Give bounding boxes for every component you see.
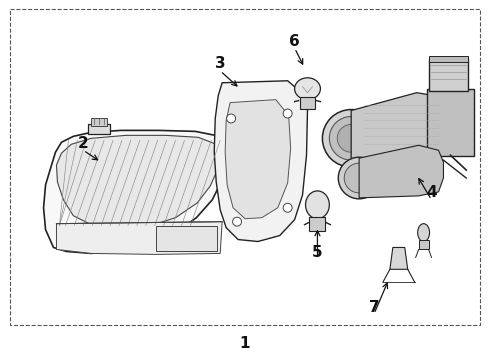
Circle shape xyxy=(227,114,236,123)
Text: 7: 7 xyxy=(368,300,379,315)
Circle shape xyxy=(283,203,292,212)
Text: 4: 4 xyxy=(426,185,437,201)
Bar xyxy=(156,226,217,251)
Bar xyxy=(310,217,325,231)
Polygon shape xyxy=(56,135,220,228)
Text: 5: 5 xyxy=(312,245,323,260)
Text: 1: 1 xyxy=(240,336,250,351)
Text: 2: 2 xyxy=(78,136,89,151)
Polygon shape xyxy=(225,100,291,219)
Bar xyxy=(429,59,468,91)
Ellipse shape xyxy=(322,109,380,167)
Ellipse shape xyxy=(338,157,380,199)
Polygon shape xyxy=(351,93,446,165)
Polygon shape xyxy=(44,130,228,253)
Polygon shape xyxy=(56,222,222,255)
Ellipse shape xyxy=(329,117,373,160)
Ellipse shape xyxy=(294,78,320,100)
Bar xyxy=(88,125,110,134)
Bar xyxy=(429,56,468,62)
Bar xyxy=(299,96,316,109)
Ellipse shape xyxy=(417,224,430,242)
Bar xyxy=(91,118,107,126)
Circle shape xyxy=(233,217,242,226)
Bar xyxy=(427,89,474,156)
Ellipse shape xyxy=(344,163,374,193)
Bar xyxy=(418,239,429,249)
Polygon shape xyxy=(214,81,308,242)
Text: 3: 3 xyxy=(215,57,225,71)
Bar xyxy=(10,9,480,325)
Ellipse shape xyxy=(337,125,365,152)
Text: 6: 6 xyxy=(289,33,300,49)
Polygon shape xyxy=(359,145,443,198)
Ellipse shape xyxy=(306,191,329,219)
Circle shape xyxy=(283,109,292,118)
Polygon shape xyxy=(390,247,408,269)
